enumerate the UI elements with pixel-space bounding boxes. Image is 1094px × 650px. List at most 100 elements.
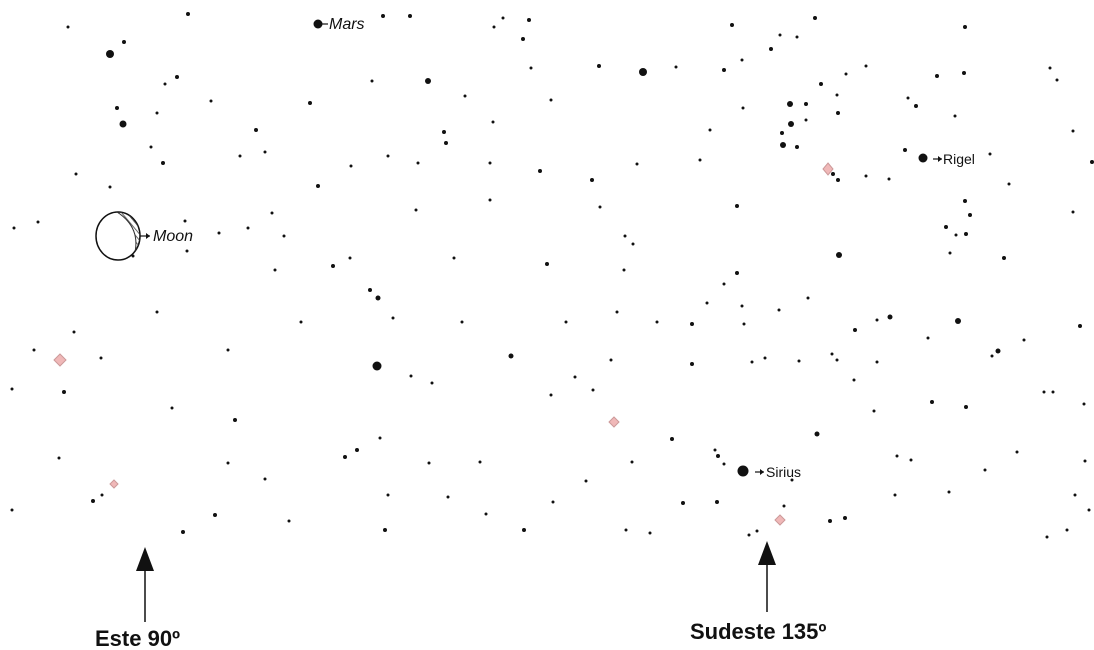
star (122, 40, 126, 44)
star (12, 226, 16, 230)
rigel-marker: Rigel (918, 151, 975, 167)
star (887, 314, 893, 320)
star (990, 354, 994, 358)
star (740, 58, 744, 62)
star (442, 130, 446, 134)
star (1051, 390, 1055, 394)
star (355, 448, 359, 452)
star (615, 310, 619, 314)
star (263, 477, 267, 481)
star (778, 33, 782, 37)
star (348, 256, 352, 260)
star (609, 358, 613, 362)
star (681, 501, 685, 505)
star (962, 71, 966, 75)
star (853, 328, 857, 332)
star (1015, 450, 1019, 454)
star (631, 242, 635, 246)
star (804, 102, 808, 106)
star (538, 169, 542, 173)
star (549, 98, 553, 102)
star (730, 23, 734, 27)
diamond-icon (608, 416, 620, 428)
star (163, 82, 167, 86)
star (591, 388, 595, 392)
star (741, 106, 745, 110)
star (713, 448, 717, 452)
star (430, 381, 434, 385)
star (988, 152, 992, 156)
star (930, 400, 934, 404)
star (446, 495, 450, 499)
star (947, 490, 951, 494)
star (648, 531, 652, 535)
star (835, 93, 839, 97)
star (964, 232, 968, 236)
star (968, 213, 972, 217)
moon-phase-icon (109, 212, 140, 260)
star (1071, 210, 1075, 214)
star (522, 528, 526, 532)
star (1065, 528, 1069, 532)
star (149, 145, 153, 149)
star (508, 353, 514, 359)
star (953, 114, 957, 118)
star (844, 72, 848, 76)
star (622, 268, 626, 272)
star (835, 358, 839, 362)
star (549, 393, 553, 397)
star (254, 128, 258, 132)
star (226, 461, 230, 465)
star (185, 249, 189, 253)
star (690, 322, 694, 326)
star (1078, 324, 1082, 328)
star (705, 301, 709, 305)
mars-label: Mars (329, 16, 365, 33)
star (491, 120, 495, 124)
star (452, 256, 456, 260)
star (1007, 182, 1011, 186)
star (10, 387, 14, 391)
star-field (10, 12, 1094, 539)
star (155, 111, 159, 115)
star (409, 374, 413, 378)
star (316, 184, 320, 188)
diamond-icon (109, 479, 119, 489)
star (639, 68, 647, 76)
star (722, 462, 726, 466)
star (598, 205, 602, 209)
star (716, 454, 720, 458)
star (386, 493, 390, 497)
star (1055, 78, 1059, 82)
rigel-label: Rigel (943, 151, 975, 167)
star (488, 161, 492, 165)
star (573, 375, 577, 379)
mars-marker: Mars (313, 16, 365, 33)
star (378, 436, 382, 440)
east-direction: Este 90º (95, 547, 180, 650)
star (331, 264, 335, 268)
star (246, 226, 250, 230)
star (836, 178, 840, 182)
star (895, 454, 899, 458)
star (955, 318, 961, 324)
star (944, 225, 948, 229)
diamond-icon (53, 353, 67, 367)
star (584, 479, 588, 483)
star (375, 295, 381, 301)
star (1002, 256, 1006, 260)
star (782, 504, 786, 508)
star (788, 121, 794, 127)
star (836, 252, 842, 258)
star (106, 50, 114, 58)
star (769, 47, 773, 51)
star (501, 16, 505, 20)
moon-label: Moon (153, 228, 193, 245)
star (161, 161, 165, 165)
star (995, 348, 1001, 354)
star (226, 348, 230, 352)
star (698, 158, 702, 162)
star (233, 418, 237, 422)
star (57, 456, 61, 460)
star (36, 220, 40, 224)
